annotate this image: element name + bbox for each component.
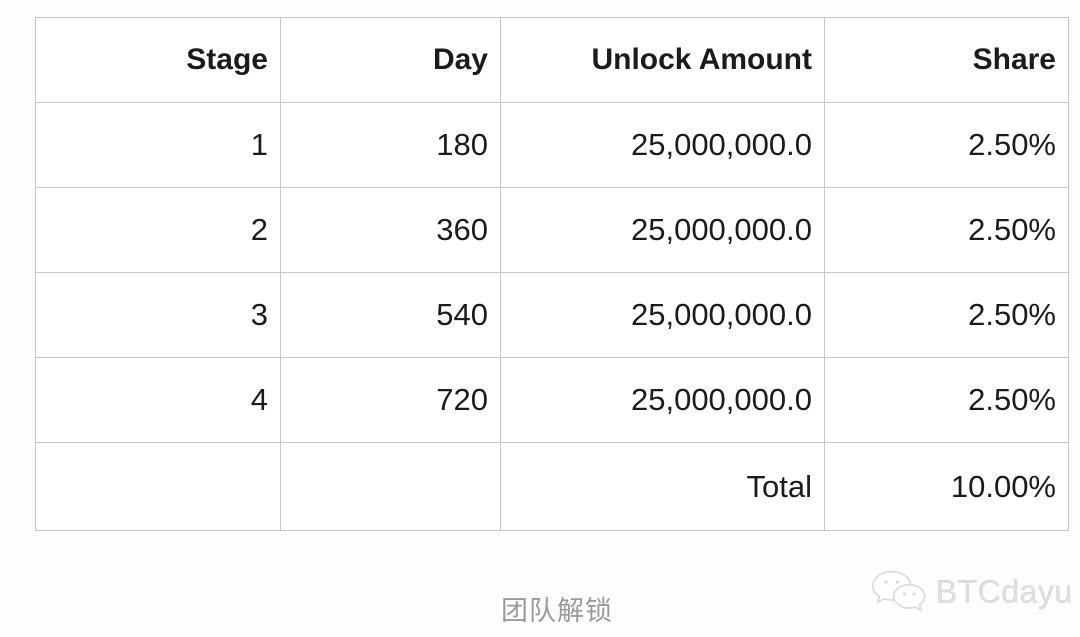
cell-day: 540 xyxy=(280,272,501,358)
watermark: BTCdayu xyxy=(868,565,1073,620)
cell-unlock-amount: 25,000,000.0 xyxy=(500,187,825,273)
cell-share: 2.50% xyxy=(824,187,1069,273)
table-row: 1 180 25,000,000.0 2.50% xyxy=(35,102,1069,188)
cell-share: 2.50% xyxy=(824,357,1069,443)
column-header-day: Day xyxy=(280,17,501,103)
column-header-share: Share xyxy=(824,17,1069,103)
cell-empty xyxy=(35,442,281,531)
table-row: 4 720 25,000,000.0 2.50% xyxy=(35,357,1069,443)
column-header-stage: Stage xyxy=(35,17,281,103)
table-caption: 团队解锁 xyxy=(501,596,613,626)
cell-unlock-amount: 25,000,000.0 xyxy=(500,272,825,358)
cell-day: 360 xyxy=(280,187,501,273)
cell-stage: 3 xyxy=(35,272,281,358)
watermark-brand-text: BTCdayu xyxy=(936,574,1073,610)
cell-empty xyxy=(280,442,501,531)
cell-unlock-amount: 25,000,000.0 xyxy=(500,102,825,188)
cell-day: 720 xyxy=(280,357,501,443)
total-label: Total xyxy=(500,442,825,531)
cell-stage: 4 xyxy=(35,357,281,443)
total-row: Total 10.00% xyxy=(35,442,1069,531)
cell-stage: 2 xyxy=(35,187,281,273)
cell-day: 180 xyxy=(280,102,501,188)
table-row: 3 540 25,000,000.0 2.50% xyxy=(35,272,1069,358)
cell-share: 2.50% xyxy=(824,102,1069,188)
cell-unlock-amount: 25,000,000.0 xyxy=(500,357,825,443)
column-header-unlock-amount: Unlock Amount xyxy=(500,17,825,103)
cell-share: 2.50% xyxy=(824,272,1069,358)
header-row: Stage Day Unlock Amount Share xyxy=(35,17,1069,103)
wechat-icon xyxy=(871,570,926,612)
cell-stage: 1 xyxy=(35,102,281,188)
total-share-value: 10.00% xyxy=(824,442,1069,531)
table-row: 2 360 25,000,000.0 2.50% xyxy=(35,187,1069,273)
unlock-schedule-table: Stage Day Unlock Amount Share 1 180 25,0… xyxy=(35,17,1069,531)
